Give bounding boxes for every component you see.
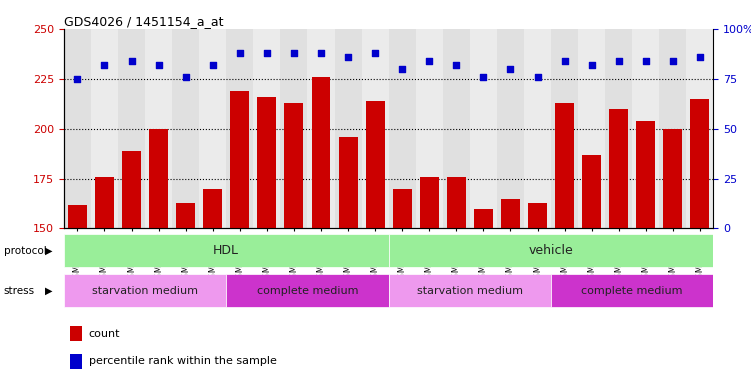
Bar xyxy=(145,29,172,228)
Bar xyxy=(231,91,249,228)
Bar xyxy=(312,77,330,228)
Point xyxy=(152,62,164,68)
Bar xyxy=(636,121,656,228)
Bar xyxy=(366,101,385,228)
Bar xyxy=(199,29,226,228)
Point xyxy=(369,50,381,56)
Bar xyxy=(204,189,222,228)
Bar xyxy=(334,29,361,228)
Text: GDS4026 / 1451154_a_at: GDS4026 / 1451154_a_at xyxy=(64,15,223,28)
Text: count: count xyxy=(89,329,120,339)
Bar xyxy=(389,275,551,307)
Bar xyxy=(389,234,713,267)
Bar xyxy=(71,354,82,369)
Text: vehicle: vehicle xyxy=(529,244,574,257)
Point xyxy=(640,58,652,64)
Bar xyxy=(64,29,91,228)
Bar xyxy=(285,103,303,228)
Point xyxy=(315,50,327,56)
Bar xyxy=(632,29,659,228)
Text: percentile rank within the sample: percentile rank within the sample xyxy=(89,356,276,366)
Bar xyxy=(501,199,520,228)
Text: starvation medium: starvation medium xyxy=(417,286,523,296)
Bar xyxy=(416,29,443,228)
Point xyxy=(71,76,83,82)
Bar xyxy=(258,97,276,228)
Bar xyxy=(339,137,357,228)
Bar xyxy=(524,29,551,228)
Bar xyxy=(176,202,195,228)
Point xyxy=(559,58,571,64)
Point xyxy=(613,58,625,64)
Bar xyxy=(172,29,199,228)
Bar xyxy=(551,275,713,307)
Point xyxy=(478,74,490,80)
Bar xyxy=(122,151,141,228)
Point xyxy=(451,62,463,68)
Text: ▶: ▶ xyxy=(45,246,53,256)
Bar xyxy=(443,29,470,228)
Text: HDL: HDL xyxy=(213,244,240,257)
Bar xyxy=(118,29,145,228)
Bar xyxy=(528,202,547,228)
Bar xyxy=(447,177,466,228)
Point xyxy=(342,54,354,60)
Bar xyxy=(68,205,87,228)
Bar xyxy=(686,29,713,228)
Bar xyxy=(226,29,253,228)
Bar xyxy=(578,29,605,228)
Point xyxy=(125,58,137,64)
Bar xyxy=(470,29,497,228)
Point xyxy=(586,62,598,68)
Bar xyxy=(253,29,280,228)
Bar xyxy=(605,29,632,228)
Bar xyxy=(389,29,416,228)
Point xyxy=(667,58,679,64)
Text: stress: stress xyxy=(4,286,35,296)
Bar xyxy=(474,209,493,228)
Bar xyxy=(64,275,226,307)
Text: protocol: protocol xyxy=(4,246,47,256)
Point xyxy=(505,66,517,72)
Point xyxy=(397,66,409,72)
Bar xyxy=(609,109,628,228)
Text: starvation medium: starvation medium xyxy=(92,286,198,296)
Bar xyxy=(307,29,334,228)
Point xyxy=(234,50,246,56)
Bar xyxy=(280,29,307,228)
Bar xyxy=(663,129,683,228)
Bar xyxy=(659,29,686,228)
Bar xyxy=(71,326,82,341)
Bar xyxy=(91,29,118,228)
Bar xyxy=(555,103,574,228)
Point xyxy=(207,62,219,68)
Bar xyxy=(393,189,412,228)
Bar xyxy=(582,155,601,228)
Bar xyxy=(690,99,710,228)
Bar xyxy=(361,29,389,228)
Bar xyxy=(95,177,114,228)
Bar xyxy=(497,29,524,228)
Point xyxy=(288,50,300,56)
Point xyxy=(179,74,192,80)
Point xyxy=(98,62,110,68)
Point xyxy=(424,58,436,64)
Point xyxy=(261,50,273,56)
Bar xyxy=(551,29,578,228)
Text: complete medium: complete medium xyxy=(257,286,358,296)
Bar xyxy=(149,129,168,228)
Bar xyxy=(64,234,389,267)
Point xyxy=(694,54,706,60)
Bar xyxy=(226,275,389,307)
Text: ▶: ▶ xyxy=(45,286,53,296)
Point xyxy=(532,74,544,80)
Text: complete medium: complete medium xyxy=(581,286,683,296)
Bar xyxy=(420,177,439,228)
